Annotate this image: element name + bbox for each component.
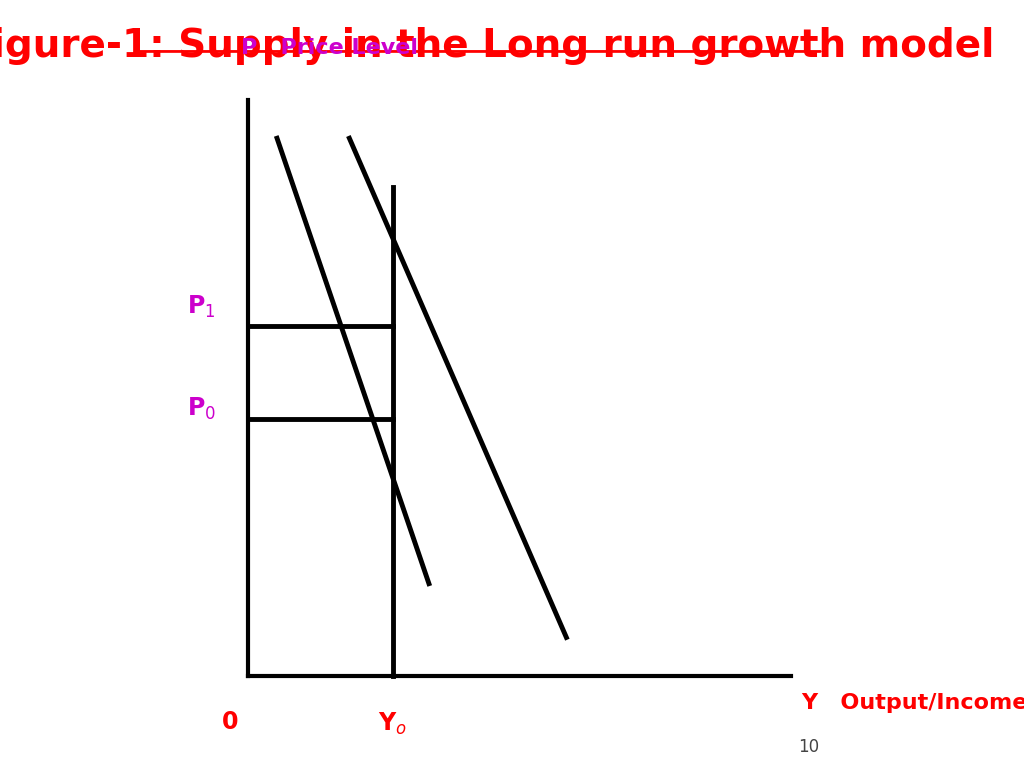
Text: Y   Output/Income: Y Output/Income: [802, 693, 1024, 713]
Text: Y$_o$: Y$_o$: [378, 710, 408, 737]
Text: 10: 10: [799, 739, 819, 756]
Text: 0: 0: [222, 710, 239, 734]
Text: P   Price Level: P Price Level: [241, 38, 418, 58]
Text: P$_1$: P$_1$: [186, 294, 215, 320]
Text: P$_0$: P$_0$: [186, 396, 216, 422]
Text: Figure-1: Supply in the Long run growth model: Figure-1: Supply in the Long run growth …: [0, 27, 994, 65]
